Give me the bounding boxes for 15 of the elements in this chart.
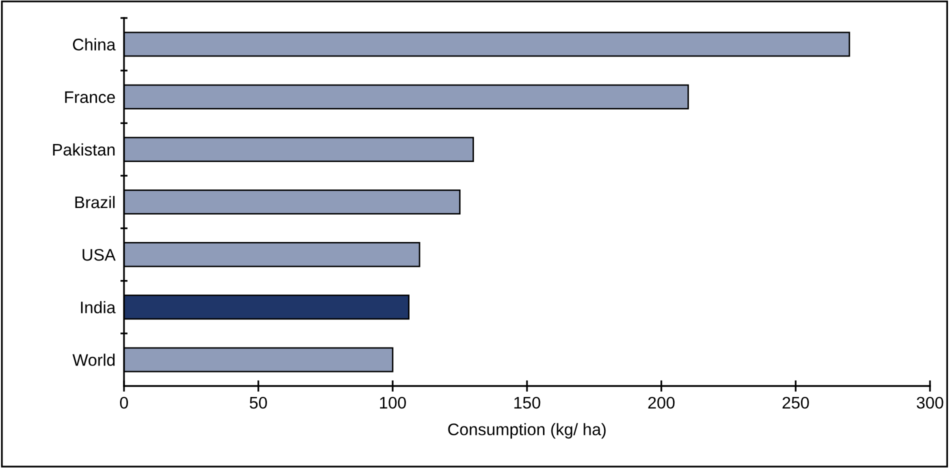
x-tick-label: 250 [782,396,809,409]
y-tick-label: USA [82,248,116,261]
x-axis-title: Consumption (kg/ ha) [448,423,606,439]
y-tick-label: Brazil [75,196,115,208]
y-tick-label: World [72,354,115,366]
y-tick-label: Pakistan [53,143,115,156]
y-tick-label: India [81,301,116,314]
y-tick-label: France [65,91,115,104]
x-tick-label: 150 [514,396,540,409]
x-tick-label: 100 [380,396,406,409]
x-tick-label: 0 [120,396,128,409]
y-tick-label: China [72,38,116,50]
x-tick-label: 50 [250,396,267,409]
x-tick-label: 200 [648,396,675,409]
x-tick-label: 300 [916,396,944,409]
